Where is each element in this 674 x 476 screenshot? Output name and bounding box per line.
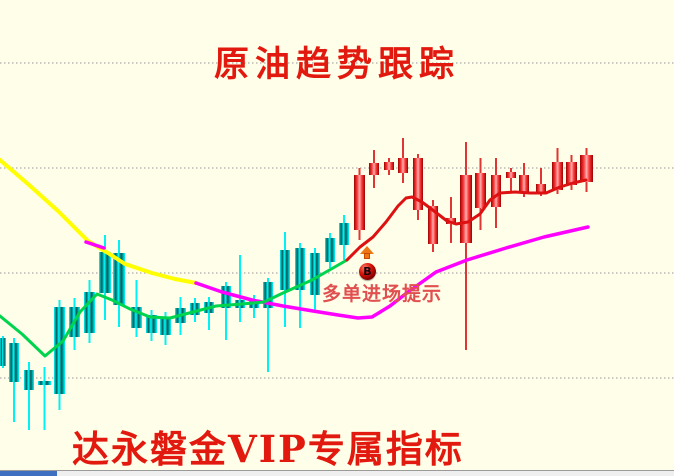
candle-body-cyan xyxy=(190,303,200,315)
candle-body-red xyxy=(475,173,486,208)
candle-body-cyan xyxy=(263,282,273,308)
candle-body-red xyxy=(413,158,423,210)
candle-body-cyan xyxy=(99,252,111,293)
candle-body-red xyxy=(398,158,408,173)
candle-body-cyan xyxy=(221,286,231,308)
watermark-text: 达永磐金VIP专属指标 xyxy=(72,427,464,471)
candle-body-cyan xyxy=(24,370,34,390)
candle-body-cyan xyxy=(54,307,65,394)
candle-body-red xyxy=(580,155,593,182)
candle-body-red xyxy=(519,175,529,193)
candle-body-cyan xyxy=(146,315,157,333)
candle-body-cyan xyxy=(113,253,125,305)
buy-signal-marker: B xyxy=(359,263,376,280)
candle-body-red xyxy=(566,162,577,185)
candle-body-cyan xyxy=(339,223,349,245)
candle-body-cyan xyxy=(295,248,305,290)
candle-body-cyan xyxy=(310,253,320,295)
candle-body-cyan xyxy=(38,381,51,385)
up-arrow-stem xyxy=(364,253,370,259)
horizontal-scrollbar[interactable] xyxy=(0,470,674,476)
chart-title: 原油趋势跟踪 xyxy=(213,44,460,85)
ma-yellow xyxy=(0,158,198,285)
candle-body-cyan xyxy=(325,238,335,262)
candle-body-cyan xyxy=(84,292,95,333)
ma-red xyxy=(345,178,588,262)
candle-body-red xyxy=(354,175,365,230)
scrollbar-thumb[interactable] xyxy=(0,471,57,476)
candle-body-cyan xyxy=(160,317,171,335)
up-arrow-head xyxy=(360,246,374,254)
candle-body-red xyxy=(536,184,546,192)
ma-magenta-crossover xyxy=(84,240,106,250)
candle-body-cyan xyxy=(280,250,290,290)
up-arrow-icon xyxy=(360,246,374,260)
candle-body-cyan xyxy=(0,338,6,366)
candle-body-red xyxy=(369,163,379,175)
candle-body-red xyxy=(384,162,394,170)
candle-body-red xyxy=(460,175,472,243)
ma-green xyxy=(0,258,349,358)
long-entry-label: 多单进场提示 xyxy=(322,283,443,305)
candle-body-red xyxy=(428,206,438,244)
ma-magenta xyxy=(194,225,590,320)
candle-body-red xyxy=(491,175,501,207)
candle-body-cyan xyxy=(131,307,142,328)
candle-body-cyan xyxy=(9,343,19,382)
candle-body-red xyxy=(552,162,563,190)
candle-body-red xyxy=(506,172,516,178)
